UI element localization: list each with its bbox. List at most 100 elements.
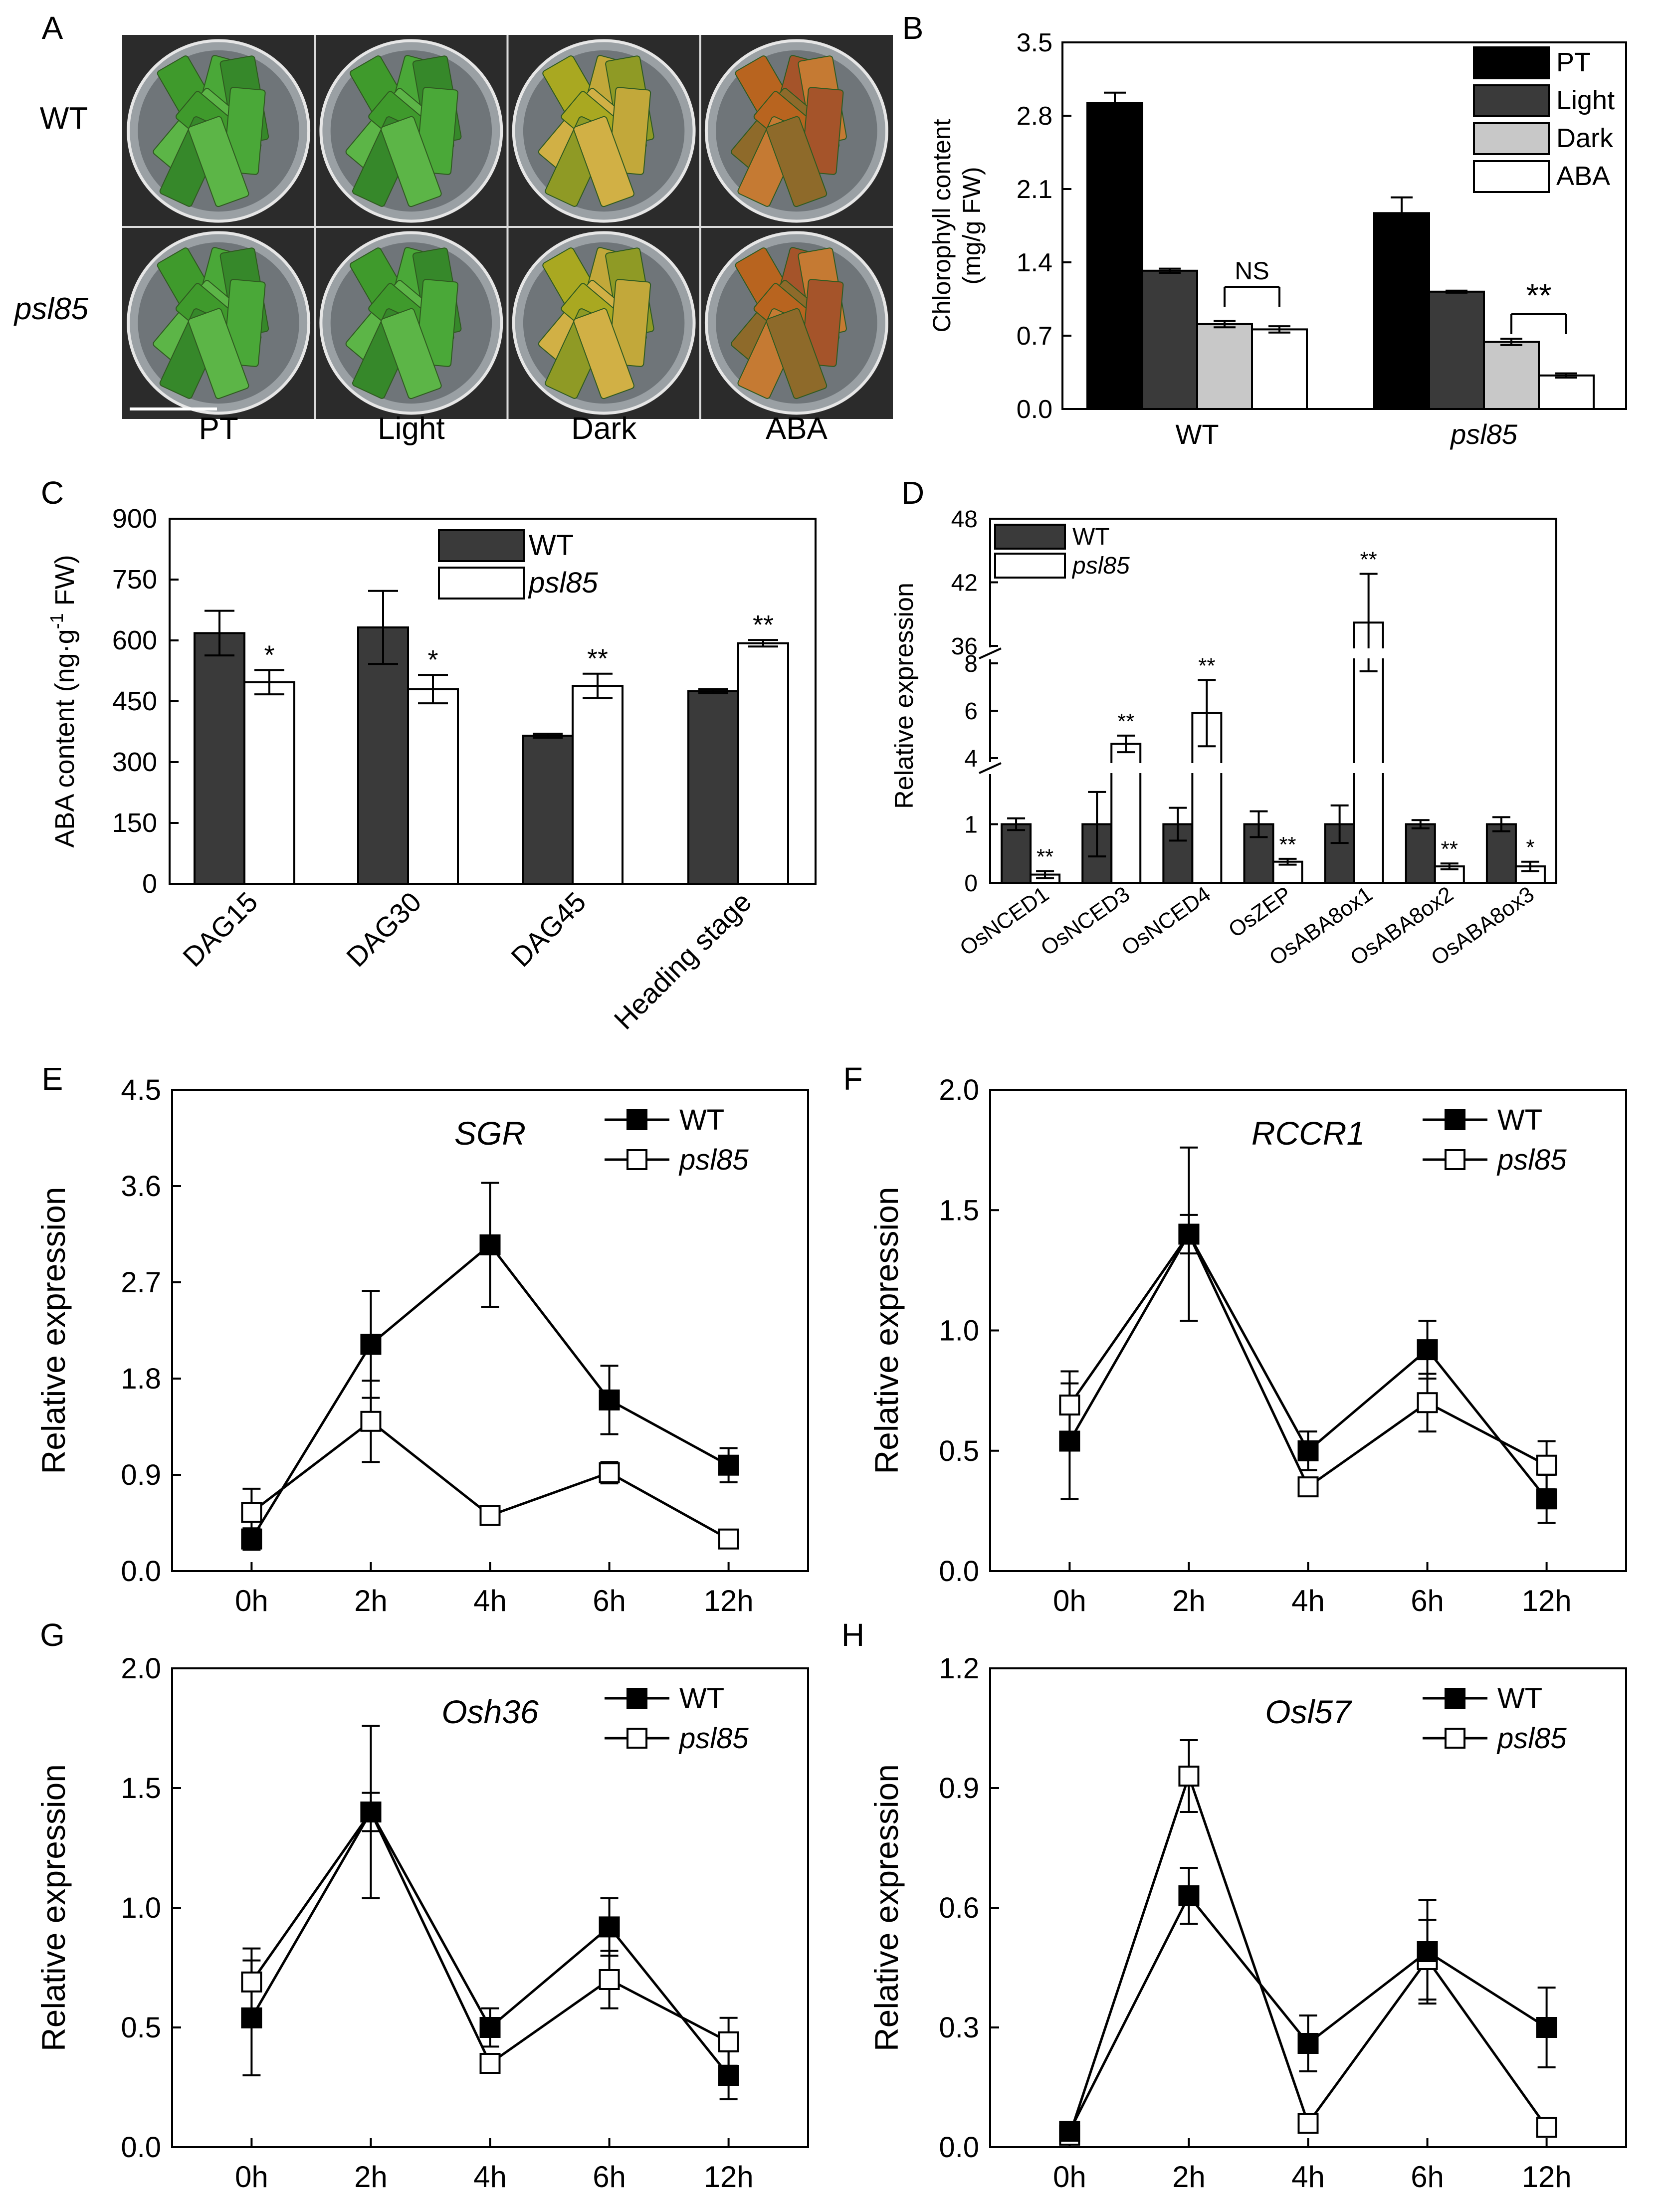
x-tick-label: 6h [593,2160,626,2194]
legend: WT psl85 [438,529,598,600]
y-tick-label: 4.5 [121,1074,161,1106]
panel-label-d: D [901,475,924,511]
legend-marker-psl85 [626,1728,647,1749]
significance-label: ** [1198,653,1215,678]
x-tick-label: 0h [1053,2160,1086,2194]
legend-label-wt: WT [679,1104,724,1136]
data-point-psl85 [1059,1395,1080,1416]
legend-label-wt: WT [529,529,574,562]
legend-label-psl85: psl85 [678,1144,749,1176]
data-point-wt [1297,2033,1319,2054]
error-bar [1440,862,1459,870]
y-axis-label: Relative expression [35,1187,72,1474]
y-tick-label: 1.0 [121,1892,161,1924]
chart-title: RCCR1 [1251,1115,1365,1152]
axis-break-mark [979,762,1002,774]
data-point-psl85 [1178,1766,1200,1787]
legend-swatch-pt [1473,46,1550,79]
leaf-segment [573,116,634,207]
chart-title: Osh36 [441,1693,539,1730]
data-point-psl85 [1297,2113,1319,2134]
y-tick-label: 0.0 [939,1555,979,1588]
x-tick-label: DAG45 [505,886,592,973]
significance-label: ** [1360,548,1377,572]
significance-label: ** [753,610,774,640]
legend-marker-psl85 [1445,1728,1465,1749]
legend-label-psl85: psl85 [1496,1722,1567,1755]
bar-light [1141,269,1198,410]
x-tick-label: DAG30 [340,886,427,973]
y-tick-label: 3.5 [1017,28,1052,57]
data-point-wt [718,2065,739,2086]
data-point-psl85 [718,2031,739,2052]
y-tick-label: 42 [951,570,978,597]
panel-label-g: G [40,1617,65,1653]
legend: WT psl85 [1423,1682,1567,1755]
data-point-psl85 [479,1505,501,1526]
x-tick-label: OsNCED4 [1117,882,1215,961]
data-point-wt [1417,1941,1438,1962]
y-axis-label: ABA content (ng·g-1 FW) [46,555,80,847]
bar-wt [1001,823,1032,884]
legend-marker-wt [1445,1109,1465,1130]
panel-label-f: F [843,1061,862,1097]
chart-f-rccr1: 0.0 0.5 1.0 1.5 2.0 Relative expression 0h 2h 4h… [868,1074,1627,1617]
y-axis-label-exp: -1 [46,613,67,629]
leaf-segment [381,308,442,400]
legend-label-wt: WT [679,1682,724,1715]
data-point-wt [1536,1488,1557,1510]
data-point-wt [1059,1430,1080,1452]
significance-label: NS [1235,257,1269,285]
x-tick-label: 12h [1522,1584,1572,1617]
y-tick-label: 2.0 [121,1652,161,1685]
y-tick-label: 0.9 [121,1459,161,1491]
y-tick-label: 450 [112,686,157,716]
data-point-psl85 [599,1969,620,1990]
panel-label-c: C [41,475,64,511]
chart-h-osl57: 0.0 0.3 0.6 0.9 1.2 Relative expression 0h 2h 4h… [868,1652,1627,2194]
legend: WT psl85 [605,1682,749,1755]
data-point-psl85 [360,1410,382,1432]
data-point-psl85 [599,1462,620,1483]
data-point-wt [1178,1223,1200,1245]
x-tick-label: 2h [354,2160,388,2194]
data-point-psl85 [241,1502,262,1523]
bar-wt [357,626,409,885]
legend-label-psl85: psl85 [528,567,598,599]
error-bar [1555,372,1577,379]
error-bar [205,609,234,657]
bar-pt [1086,102,1143,410]
data-point-wt [360,1802,382,1822]
y-tick-label: 48 [951,506,978,533]
y-tick-label: 2.0 [939,1074,979,1106]
axis-break-mark [979,647,1002,659]
error-bar [1391,196,1413,230]
chart-title: SGR [454,1115,526,1152]
y-tick-label: 1.8 [121,1363,161,1395]
significance-label: * [1526,835,1534,860]
y-tick-label: 1.2 [939,1652,979,1685]
y-tick-label: 1 [964,812,978,838]
x-tick-label: 0h [1053,1584,1086,1617]
leaf-segment [381,116,442,207]
legend-label-pt: PT [1556,47,1591,77]
bar-wt [1405,823,1436,884]
leaf-segment [766,116,828,207]
data-point-psl85 [718,1528,739,1550]
data-point-psl85 [1536,2117,1557,2138]
error-bar [1036,870,1054,879]
y-tick-label: 8 [964,651,978,677]
x-tick-label: DAG15 [177,886,263,973]
y-tick-label: 0.6 [939,1892,979,1924]
x-tick-label: psl85 [1450,418,1518,450]
y-tick-label: 0.0 [939,2131,979,2164]
y-axis-label: Relative expression [868,1764,905,2051]
chart-e-sgr: 0.0 0.9 1.8 2.7 3.6 4.5 Relative expression 0h 2… [35,1074,809,1617]
y-tick-label: 600 [112,625,157,655]
data-point-wt [599,1916,620,1938]
y-tick-label: 0.5 [939,1435,979,1467]
error-bar [1117,734,1135,754]
error-bar [1088,791,1106,858]
x-tick-label: 4h [473,2160,507,2194]
